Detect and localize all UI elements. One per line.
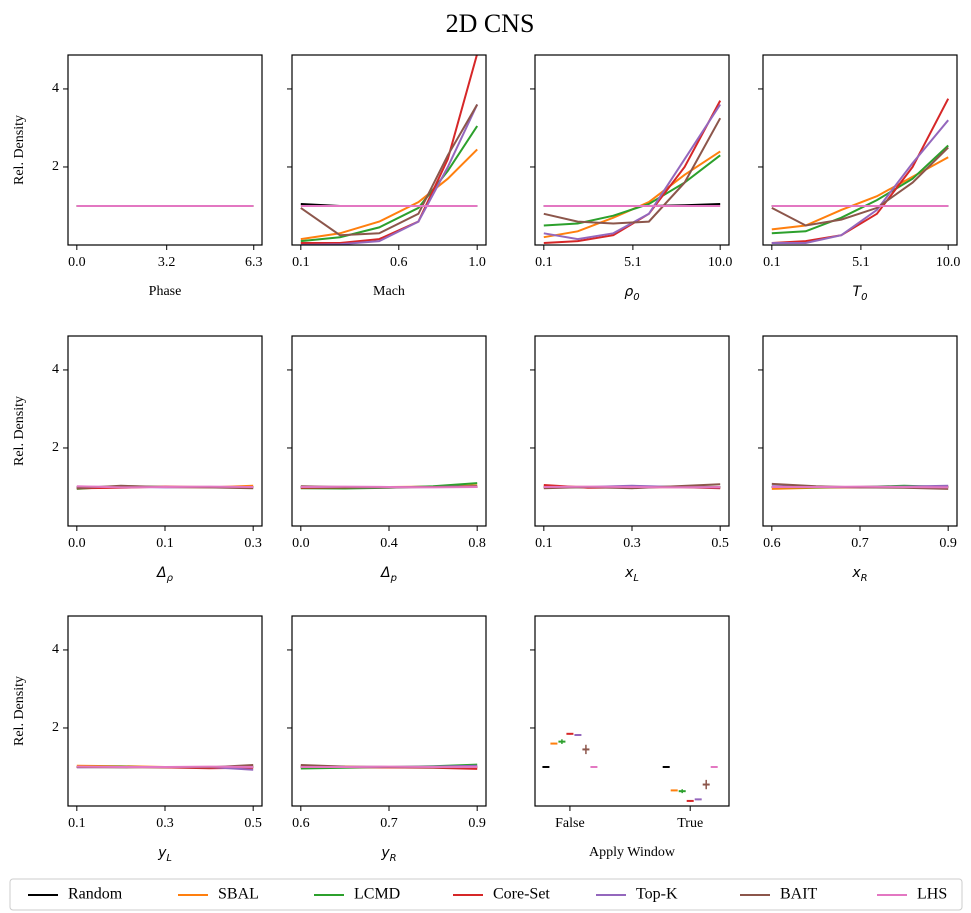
x-tick-label: 0.3 — [623, 536, 641, 551]
x-tick-label: 0.0 — [68, 255, 86, 270]
series-line — [543, 117, 722, 225]
series-line — [771, 119, 949, 244]
plot-area — [542, 732, 718, 802]
axes-frame — [762, 335, 958, 527]
x-tick-label: 0.1 — [156, 536, 174, 551]
x-tick-label: 0.1 — [535, 255, 553, 270]
x-tick-label: 0.3 — [244, 536, 262, 551]
x-tick-label: 0.1 — [535, 536, 553, 551]
x-axis-label: xR — [851, 565, 867, 584]
x-tick-label: 0.0 — [292, 536, 310, 551]
series-line — [300, 125, 479, 243]
x-tick-label: 0.1 — [68, 816, 86, 831]
legend-label: Random — [68, 886, 123, 903]
x-axis-label: yR — [380, 845, 396, 864]
axes-frame — [291, 615, 487, 807]
y-tick-label: 2 — [52, 159, 59, 174]
x-tick-label: 0.6 — [763, 536, 781, 551]
x-tick-label: True — [677, 816, 703, 831]
axes-frame — [67, 615, 263, 807]
x-tick-label: 0.0 — [68, 536, 86, 551]
x-tick-label: 0.9 — [468, 816, 486, 831]
plot-area — [771, 98, 950, 244]
x-axis-label: ρ0 — [624, 284, 639, 303]
x-tick-label: 0.1 — [292, 255, 310, 270]
series-line — [300, 104, 479, 245]
x-axis-label: Δρ — [156, 565, 174, 584]
series-line — [300, 103, 479, 237]
x-axis-label: T0 — [853, 284, 868, 303]
x-tick-label: 10.0 — [936, 255, 961, 270]
y-tick-label: 2 — [52, 720, 59, 735]
x-tick-label: 0.5 — [711, 536, 729, 551]
x-axis-label: Apply Window — [589, 845, 676, 860]
plot-area — [543, 483, 721, 490]
series-line — [771, 485, 949, 489]
plot-area — [76, 764, 254, 771]
x-tick-label: 0.6 — [292, 816, 310, 831]
plot-area — [300, 55, 479, 245]
axes-frame — [67, 54, 263, 246]
series-line — [771, 144, 949, 235]
axes-frame — [291, 54, 487, 246]
legend-label: Top-K — [636, 886, 678, 903]
y-axis-label: Rel. Density — [12, 115, 27, 185]
legend-label: BAIT — [780, 886, 818, 903]
y-tick-label: 4 — [52, 642, 59, 657]
series-line — [300, 148, 478, 241]
y-tick-label: 4 — [52, 81, 59, 96]
x-axis-label: yL — [157, 845, 172, 864]
figure-title: 2D CNS — [446, 9, 535, 38]
plot-area — [771, 482, 949, 490]
y-axis-label: Rel. Density — [12, 676, 27, 746]
y-tick-label: 2 — [52, 440, 59, 455]
x-tick-label: 6.3 — [245, 255, 263, 270]
plot-area — [543, 100, 722, 244]
x-tick-label: 0.1 — [763, 255, 781, 270]
x-tick-label: 0.7 — [380, 816, 398, 831]
x-tick-label: 5.1 — [624, 255, 642, 270]
axes-frame — [534, 335, 730, 527]
legend-label: SBAL — [218, 886, 259, 903]
x-tick-label: 5.1 — [852, 255, 870, 270]
series-line — [543, 485, 721, 489]
x-tick-label: False — [555, 816, 585, 831]
x-tick-label: 0.9 — [939, 536, 957, 551]
legend-label: Core-Set — [493, 886, 550, 903]
series-line — [771, 156, 949, 231]
y-tick-label: 4 — [52, 362, 59, 377]
plot-area — [76, 484, 254, 490]
x-tick-label: 0.7 — [851, 536, 869, 551]
axes-frame — [67, 335, 263, 527]
x-tick-label: 3.2 — [158, 255, 176, 270]
legend-label: LCMD — [354, 886, 400, 903]
series-line — [76, 485, 254, 489]
x-axis-label: Phase — [149, 284, 182, 299]
x-tick-label: 1.0 — [468, 255, 486, 270]
x-tick-label: 10.0 — [708, 255, 733, 270]
x-axis-label: xL — [624, 565, 639, 584]
series-line — [300, 485, 478, 489]
axes-frame — [534, 615, 730, 807]
axes-frame — [291, 335, 487, 527]
x-tick-label: 0.4 — [380, 536, 398, 551]
x-tick-label: 0.5 — [244, 816, 262, 831]
axes-frame — [762, 54, 958, 246]
legend-label: LHS — [917, 886, 947, 903]
plot-area — [300, 482, 478, 490]
x-tick-label: 0.8 — [468, 536, 486, 551]
y-axis-label: Rel. Density — [12, 396, 27, 466]
x-tick-label: 0.3 — [156, 816, 174, 831]
series-line — [543, 154, 721, 227]
x-axis-label: Δp — [380, 565, 397, 584]
axes-frame — [534, 54, 730, 246]
legend-box — [9, 878, 963, 911]
plot-area — [300, 763, 478, 770]
series-line — [771, 146, 949, 227]
x-axis-label: Mach — [373, 284, 405, 299]
x-tick-label: 0.6 — [390, 255, 408, 270]
